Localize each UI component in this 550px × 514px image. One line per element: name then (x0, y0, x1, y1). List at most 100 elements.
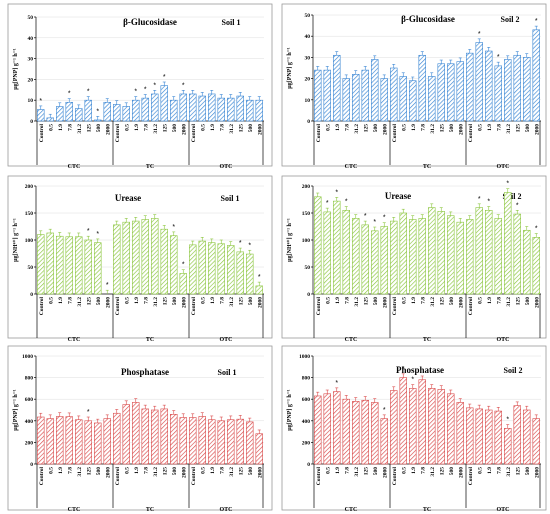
y-tick-label: 1000 (22, 354, 33, 360)
group-label: CTC (68, 507, 81, 513)
x-tick-label: Control (39, 297, 45, 316)
bar (132, 220, 140, 295)
significance-star: * (506, 417, 509, 424)
bar (485, 50, 493, 122)
x-tick-label: 7.8 (496, 467, 502, 474)
x-tick-label: Control (392, 124, 398, 143)
bar (75, 236, 83, 295)
y-axis-label: µg[NH⁴⁺] g⁻¹ h⁻¹ (12, 218, 19, 262)
x-tick-label: 7.8 (67, 297, 73, 304)
x-tick-label: 0.5 (401, 297, 407, 304)
bar (56, 235, 64, 295)
chart-title: Urease (385, 191, 411, 201)
bar (189, 244, 197, 295)
x-tick-label: 500 (449, 124, 455, 133)
x-tick-label: 0.5 (200, 124, 206, 131)
y-tick-label: 200 (25, 440, 34, 446)
y-tick-label: 100 (302, 238, 311, 244)
x-tick-label: 0.5 (48, 467, 54, 474)
bar (380, 78, 388, 122)
bar (132, 402, 140, 465)
group-label: OTC (219, 507, 232, 513)
x-tick-label: 0.5 (124, 467, 130, 474)
x-tick-label: 125 (238, 467, 244, 476)
x-tick-label: 31.2 (506, 297, 512, 307)
bar (399, 377, 407, 465)
bar (94, 119, 102, 122)
bar (94, 422, 102, 465)
y-tick-label: 20 (305, 77, 311, 83)
x-tick-label: 7.8 (496, 124, 502, 131)
x-tick-label: 1.9 (58, 297, 64, 304)
x-tick-label: 7.8 (219, 467, 225, 474)
bar (342, 398, 350, 465)
x-tick-label: 500 (248, 467, 254, 476)
significance-star: * (402, 366, 405, 373)
bar (409, 80, 417, 122)
bar (46, 418, 54, 465)
x-tick-label: 2000 (257, 124, 263, 135)
bar (246, 99, 254, 122)
bar (361, 69, 369, 122)
bar (333, 54, 341, 122)
bar (352, 74, 360, 122)
significance-star: * (326, 200, 329, 207)
bar (103, 101, 111, 122)
y-tick-label: 0 (30, 119, 33, 125)
y-tick-label: 200 (302, 184, 311, 190)
x-tick-label: 2000 (458, 467, 464, 478)
bar (418, 218, 426, 295)
y-tick-label: 150 (302, 211, 311, 217)
bar (447, 215, 455, 295)
bar (160, 228, 168, 295)
bar (447, 393, 455, 465)
significance-star: * (87, 409, 90, 416)
significance-star: * (163, 74, 166, 81)
x-tick-label: 2000 (105, 124, 111, 135)
x-tick-label: 1.9 (411, 297, 417, 304)
bar (56, 106, 64, 122)
bar (371, 402, 379, 465)
x-tick-label: 125 (86, 297, 92, 306)
x-tick-label: 1.9 (210, 124, 216, 131)
chart-title: Urease (115, 193, 141, 203)
x-tick-label: 7.8 (344, 467, 350, 474)
bar (65, 236, 73, 295)
bar (390, 220, 398, 295)
x-tick-label: Control (191, 297, 197, 316)
x-tick-label: Control (316, 297, 322, 316)
x-tick-label: 31.2 (430, 467, 436, 477)
x-tick-label: 125 (439, 124, 445, 133)
x-tick-label: 31.2 (430, 124, 436, 134)
group-label: OTC (219, 337, 232, 343)
x-tick-label: 125 (363, 297, 369, 306)
x-tick-label: Control (316, 124, 322, 143)
bar (217, 420, 225, 465)
bar (466, 407, 474, 465)
bar (513, 213, 521, 295)
y-tick-label: 400 (302, 419, 311, 425)
bar (494, 218, 502, 295)
bar (208, 419, 216, 465)
bar (380, 418, 388, 465)
x-tick-label: 125 (162, 467, 168, 476)
group-label: OTC (496, 507, 509, 513)
bar (371, 230, 379, 295)
bar (236, 95, 244, 122)
significance-star: * (96, 231, 99, 238)
significance-star: * (182, 82, 185, 89)
significance-star: * (182, 262, 185, 269)
bar (475, 42, 483, 122)
bar (532, 418, 540, 465)
bar (179, 93, 187, 122)
x-tick-label: 0.5 (477, 297, 483, 304)
y-axis-label: µg[PNP] g⁻¹ h⁻¹ (13, 48, 19, 90)
x-tick-label: 2000 (105, 467, 111, 478)
x-tick-label: 7.8 (143, 124, 149, 131)
significance-star: * (411, 377, 414, 384)
y-tick-label: 1000 (299, 354, 310, 360)
bar (56, 416, 64, 465)
x-tick-label: 125 (86, 124, 92, 133)
y-tick-label: 30 (28, 57, 34, 63)
